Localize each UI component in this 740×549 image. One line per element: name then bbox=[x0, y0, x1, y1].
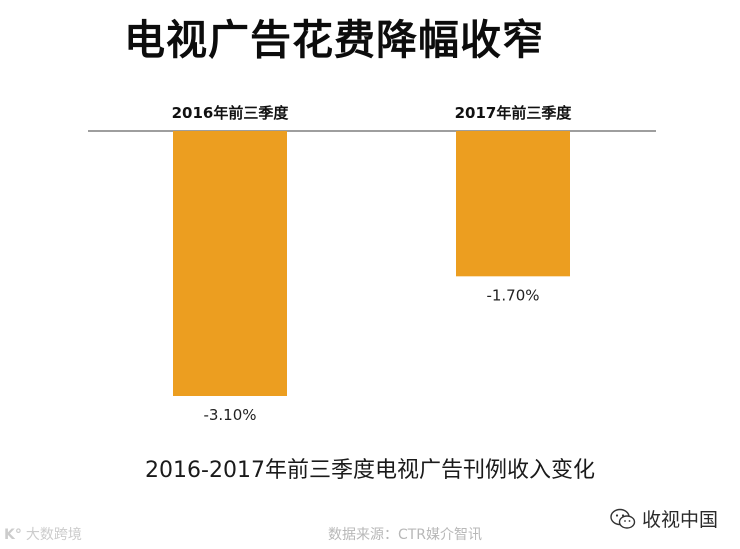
data-source: 数据来源：CTR媒介智讯 bbox=[327, 527, 483, 543]
wechat-icon bbox=[610, 508, 636, 529]
bar-chart: 2016年前三季度 2017年前三季度 -3.10% -1.70% bbox=[88, 104, 656, 424]
watermark-left: K° 大数跨境 bbox=[4, 524, 82, 544]
bar-2 bbox=[456, 131, 570, 277]
chart-caption: 2016-2017年前三季度电视广告刊例收入变化 bbox=[145, 458, 595, 483]
watermark-left-text: 大数跨境 bbox=[25, 527, 82, 543]
watermark-right-text: 收视中国 bbox=[641, 509, 718, 531]
category-label-1: 2016年前三季度 bbox=[172, 104, 290, 122]
value-label-1: -3.10% bbox=[203, 406, 256, 424]
chart-title: 电视广告花费降幅收窄 bbox=[124, 16, 544, 64]
watermark-right: 收视中国 bbox=[610, 505, 718, 532]
bar-1 bbox=[173, 131, 287, 396]
value-label-2: -1.70% bbox=[486, 286, 539, 304]
logo-icon: K° bbox=[4, 527, 22, 543]
category-label-2: 2017年前三季度 bbox=[455, 104, 573, 122]
